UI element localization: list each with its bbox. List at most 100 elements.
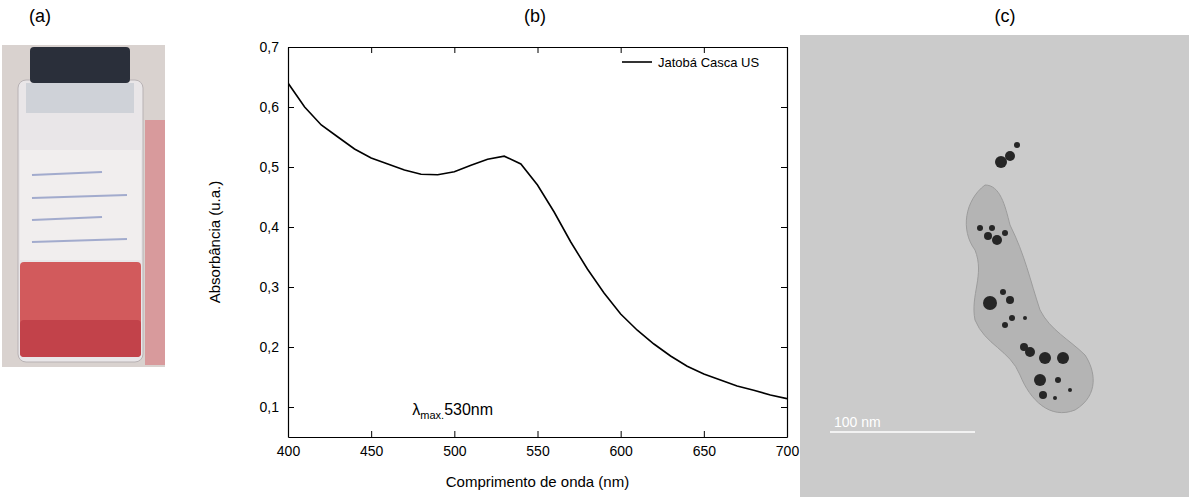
vial-photo <box>2 45 165 367</box>
annotation: λmax.530nm <box>412 401 493 421</box>
tick: 0,6 <box>260 99 294 115</box>
nanoparticle <box>1068 388 1072 392</box>
axis-line <box>787 48 788 438</box>
tick-mark <box>288 227 294 228</box>
tick <box>621 47 622 53</box>
vial-liquid-shade <box>20 320 141 357</box>
nanoparticle <box>983 296 997 310</box>
plot-area <box>288 83 787 399</box>
tick <box>781 47 787 48</box>
tick <box>781 287 787 288</box>
nanoparticle <box>1023 316 1027 320</box>
nanoparticle <box>1039 352 1051 364</box>
tick-mark <box>538 47 539 53</box>
spectrum-chart: 4004505005506006507000,10,20,30,40,50,60… <box>206 39 799 490</box>
tick-mark <box>288 107 294 108</box>
nanoparticle <box>995 156 1007 168</box>
vial-cap <box>30 47 130 83</box>
x-bottom-axis: 400450500550600650700 <box>277 431 800 459</box>
tick <box>781 227 787 228</box>
tick-label: 550 <box>526 443 550 459</box>
handwriting-stroke <box>32 239 127 242</box>
tick: 0,4 <box>260 219 294 235</box>
vial-paper-label <box>20 150 141 260</box>
tick-label: 0,2 <box>260 339 280 355</box>
tick-mark <box>621 47 622 53</box>
tick-mark <box>288 347 294 348</box>
tick: 0,5 <box>260 159 294 175</box>
tick-mark <box>288 47 294 48</box>
tick: 550 <box>526 431 550 459</box>
legend: Jatobá Casca US <box>622 55 759 70</box>
tick-label: 0,1 <box>260 399 280 415</box>
tick-label: 0,5 <box>260 159 280 175</box>
nanoparticle <box>1057 352 1069 364</box>
tick <box>454 47 455 53</box>
tick-mark <box>781 287 787 288</box>
tick-mark <box>454 431 455 437</box>
handwriting-stroke <box>32 217 102 220</box>
tick-mark <box>704 47 705 53</box>
tick: 0,2 <box>260 339 294 355</box>
panel-label: (b) <box>524 6 546 26</box>
tick: 0,7 <box>260 39 294 55</box>
tick-mark <box>621 431 622 437</box>
tick-mark <box>781 167 787 168</box>
nanoparticle <box>1053 396 1057 400</box>
nanoparticle <box>1055 377 1061 383</box>
axis-line <box>289 437 788 438</box>
scale-bar-label: 100 nm <box>834 414 881 430</box>
figure: (a)(b)(c)4004505005506006507000,10,20,30… <box>0 0 1191 499</box>
tick-mark <box>288 287 294 288</box>
spectrum-line <box>288 83 787 399</box>
tick-label: 450 <box>360 443 384 459</box>
tick <box>704 47 705 53</box>
tick-mark <box>781 407 787 408</box>
nanoparticle <box>1000 289 1006 295</box>
tick-mark <box>781 47 787 48</box>
x-top-axis <box>289 47 788 53</box>
nanoparticle <box>1014 142 1020 148</box>
tick <box>371 47 372 53</box>
axis-line <box>288 48 289 438</box>
scale-bar <box>830 431 975 433</box>
photo-background <box>2 45 165 367</box>
tick: 450 <box>360 431 384 459</box>
legend-swatch <box>622 61 652 63</box>
tick-mark <box>288 167 294 168</box>
tick <box>538 47 539 53</box>
tick-mark <box>781 347 787 348</box>
tick-mark <box>538 431 539 437</box>
tick-label: 0,7 <box>260 39 280 55</box>
tem-image: 100 nm <box>800 35 1189 497</box>
annotation-subscript: max. <box>420 409 444 421</box>
nanoparticle <box>992 235 1002 245</box>
vial-liquid <box>20 262 141 357</box>
nanoparticle <box>977 225 983 231</box>
nanoparticle <box>1006 296 1014 304</box>
tick-label: 400 <box>277 443 301 459</box>
y-right-axis <box>781 48 788 438</box>
nanoparticle <box>1005 151 1015 161</box>
tick: 0,3 <box>260 279 294 295</box>
tick-mark <box>781 227 787 228</box>
tick-label: 0,4 <box>260 219 280 235</box>
tick-label: 650 <box>693 443 717 459</box>
tick-label: 600 <box>609 443 633 459</box>
tem-support-film <box>966 185 1093 413</box>
tick-mark <box>781 107 787 108</box>
tick-label: 500 <box>443 443 467 459</box>
nanoparticle <box>1002 322 1008 328</box>
nanoparticle <box>1020 343 1028 351</box>
tick: 650 <box>693 431 717 459</box>
tick <box>781 107 787 108</box>
annotation-symbol: λ <box>412 401 420 418</box>
y-axis-title: Absorbância (u.a.) <box>206 181 223 304</box>
handwriting-stroke <box>32 195 127 198</box>
y-left-axis: 0,1 0,2 0,3 0,4 0,5 0,6 0,7 <box>260 39 294 438</box>
panel-label: (a) <box>29 6 51 26</box>
tick-label: 0,6 <box>260 99 280 115</box>
nanoparticle <box>1002 230 1008 236</box>
tick-label: 0,3 <box>260 279 280 295</box>
tick <box>781 407 787 408</box>
